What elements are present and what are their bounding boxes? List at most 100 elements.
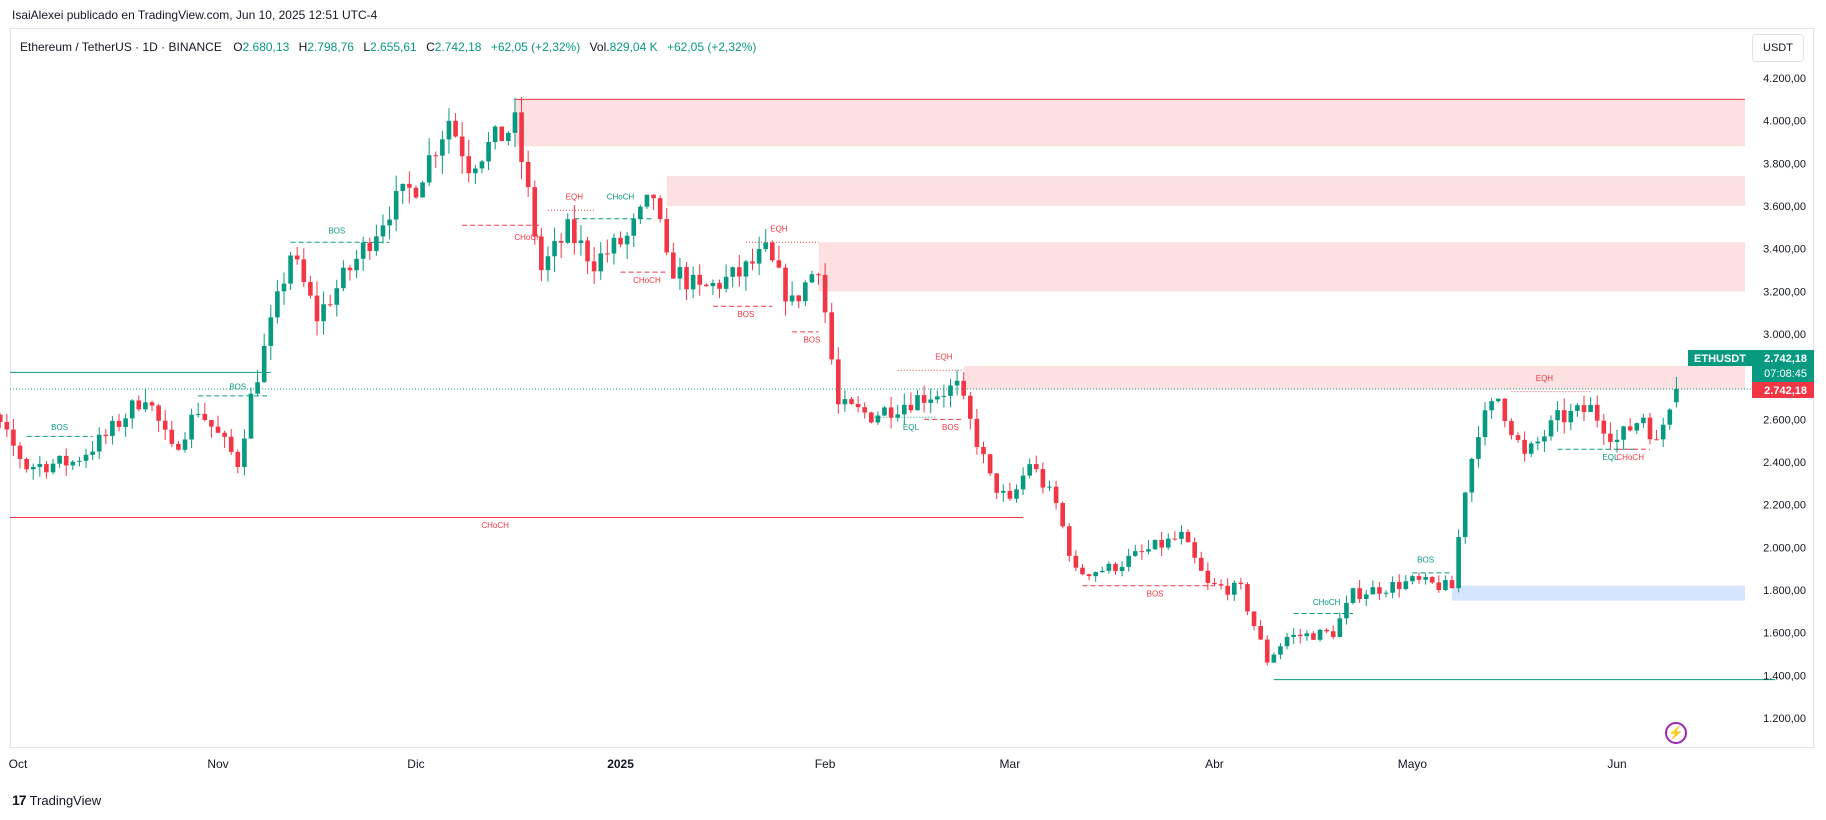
- open-value: 2.680,13: [242, 40, 290, 54]
- candle-body: [1264, 639, 1270, 663]
- candle-body: [1548, 420, 1554, 437]
- candle-body: [83, 454, 89, 461]
- candle-body: [136, 400, 142, 410]
- y-tick-label: 3.200,00: [1763, 286, 1806, 298]
- annotation-label-bos: BOS: [1147, 589, 1164, 598]
- candle-body: [367, 242, 373, 252]
- candle-body: [294, 255, 300, 260]
- brand-name: TradingView: [29, 792, 102, 808]
- candle-body: [235, 451, 241, 467]
- candle-body: [1027, 464, 1032, 476]
- candle-body: [189, 414, 194, 440]
- candle-body: [1350, 588, 1356, 603]
- candle-body: [1555, 410, 1560, 421]
- y-tick-label: 2.200,00: [1763, 500, 1806, 512]
- candle-body: [664, 219, 670, 253]
- candle-body: [420, 182, 425, 198]
- y-tick-label: 1.600,00: [1763, 628, 1806, 640]
- close-value: 2.742,18: [434, 40, 482, 54]
- price-badge-bg: [1752, 350, 1814, 382]
- candle-body: [149, 402, 155, 406]
- candle-body: [17, 445, 23, 459]
- candle-body: [143, 402, 148, 410]
- candle-body: [1225, 585, 1230, 595]
- candle-body: [387, 219, 392, 226]
- candle-body: [1515, 435, 1521, 440]
- ohlc-legend: Ethereum / TetherUS · 1D · BINANCE O2.68…: [20, 40, 762, 54]
- candle-body: [974, 418, 980, 447]
- candle-body: [1205, 570, 1211, 583]
- candle-body: [591, 261, 597, 272]
- candle-body: [987, 454, 993, 474]
- candle-body: [948, 385, 953, 396]
- candle-body: [967, 395, 973, 419]
- annotation-label-eqh: EQH: [770, 225, 788, 234]
- symbol-title[interactable]: Ethereum / TetherUS · 1D · BINANCE: [20, 40, 222, 54]
- candle-body: [1462, 492, 1468, 538]
- candle-body: [1390, 582, 1395, 593]
- candle-body: [156, 405, 161, 421]
- candle-body: [1139, 551, 1145, 553]
- candle-body: [1245, 584, 1250, 612]
- candle-body: [400, 183, 406, 192]
- candle-body: [710, 282, 716, 287]
- y-tick-label: 4.000,00: [1763, 116, 1806, 128]
- candle-body: [1317, 629, 1323, 640]
- candle-body: [1198, 557, 1204, 571]
- price-badge-value: 2.742,18: [1764, 353, 1807, 365]
- high-label: H: [298, 40, 308, 54]
- candle-body: [611, 237, 617, 254]
- candle-body: [994, 473, 999, 493]
- candle-body: [281, 283, 287, 292]
- candle-body: [1456, 537, 1461, 589]
- x-tick-label: Dic: [407, 757, 424, 771]
- candle-body: [393, 191, 399, 220]
- candle-body: [816, 274, 821, 276]
- x-tick-label: Nov: [207, 757, 228, 771]
- candle-body: [1614, 439, 1620, 442]
- candle-body: [1311, 633, 1316, 640]
- candle-body: [261, 345, 267, 383]
- candle-body: [1218, 584, 1224, 586]
- candle-body: [1047, 486, 1052, 488]
- candle-body: [1172, 538, 1178, 540]
- candle-body: [1000, 490, 1006, 493]
- candle-body: [24, 458, 29, 470]
- candle-body: [1033, 464, 1039, 470]
- candle-body: [242, 438, 247, 467]
- candle-body: [1344, 602, 1349, 619]
- candle-body: [1238, 582, 1244, 585]
- annotation-label-bos: BOS: [229, 382, 246, 391]
- volume-value: 829,04 K: [609, 40, 658, 54]
- lightning-icon[interactable]: ⚡: [1665, 722, 1687, 744]
- candle-body: [803, 282, 808, 302]
- candle-body: [730, 267, 736, 277]
- candle-body: [558, 241, 564, 243]
- candle-body: [1674, 389, 1679, 403]
- candle-body: [677, 267, 683, 279]
- candle-body: [1476, 437, 1481, 459]
- candle-body: [849, 399, 854, 404]
- candle-body: [1073, 555, 1079, 568]
- candle-body: [605, 253, 610, 255]
- candle-body: [1086, 574, 1092, 577]
- y-tick-label: 2.000,00: [1763, 542, 1806, 554]
- currency-button[interactable]: USDT: [1752, 34, 1804, 62]
- zone-supply-2: [818, 242, 1745, 292]
- candle-body: [1416, 576, 1422, 580]
- price-badge2-value: 2.742,18: [1764, 385, 1807, 397]
- candle-body: [961, 380, 967, 396]
- annotation-label-bos: BOS: [1417, 555, 1434, 564]
- candle-body: [789, 295, 795, 302]
- candle-body: [1119, 566, 1125, 572]
- price-badge: ETHUSDT 2.742,18 07:08:45 2.742,18: [1688, 350, 1814, 398]
- candle-body: [888, 407, 894, 418]
- candle-body: [684, 267, 689, 290]
- candle-body: [1495, 398, 1501, 402]
- candle-body: [770, 242, 775, 261]
- candle-body: [624, 235, 630, 245]
- change-value: +62,05 (+2,32%): [490, 40, 581, 54]
- candle-body: [842, 399, 848, 405]
- candle-body: [875, 415, 881, 423]
